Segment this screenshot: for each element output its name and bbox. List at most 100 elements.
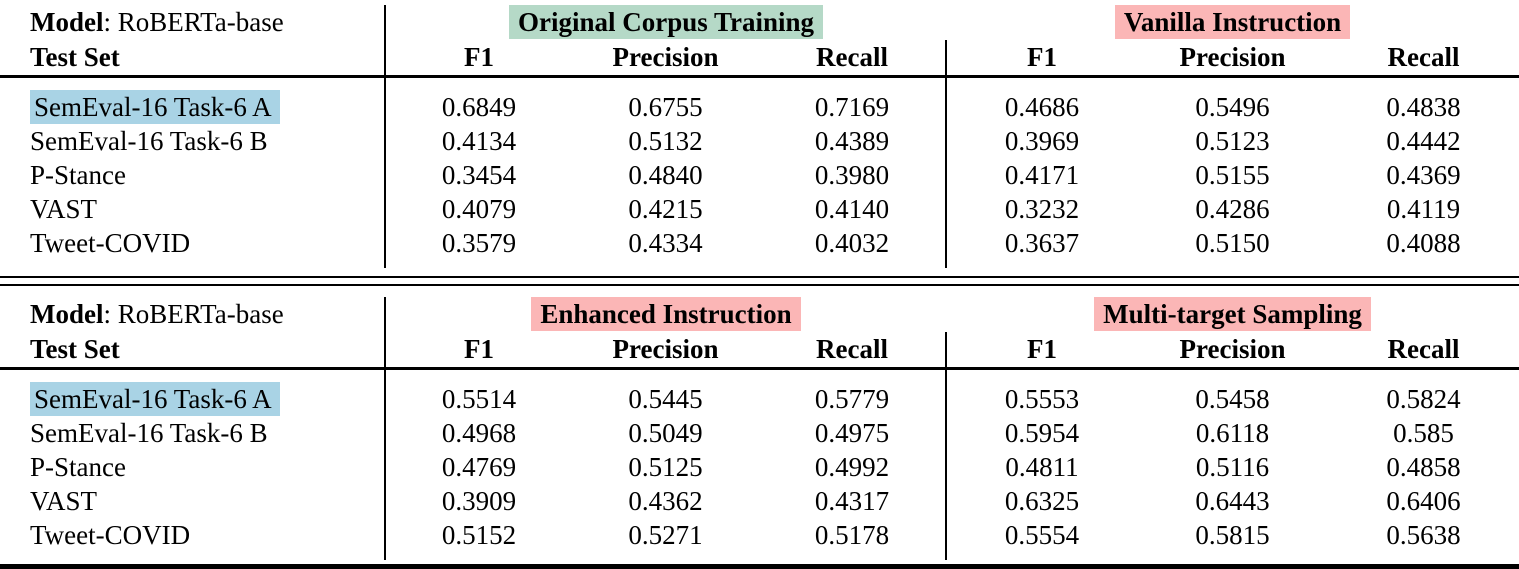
value-cell: 0.5049 bbox=[628, 417, 703, 448]
value-cell: 0.4769 bbox=[441, 451, 517, 482]
results-table-bottom: Model: RoBERTa-base Enhanced Instruction… bbox=[0, 297, 1519, 560]
group-title-cell: Enhanced Instruction bbox=[385, 297, 946, 332]
value-cell: 0.5496 bbox=[1195, 91, 1270, 122]
value-cell: 0.4119 bbox=[1386, 193, 1461, 224]
value-cell: 0.5155 bbox=[1195, 159, 1270, 190]
value-cell: 0.4992 bbox=[759, 450, 948, 484]
col-header-recall: Recall bbox=[759, 332, 948, 370]
group-title-cell: Multi-target Sampling bbox=[946, 297, 1519, 332]
col-header-precision: Precision bbox=[572, 332, 759, 370]
value-cell: 0.6325 bbox=[1004, 485, 1080, 516]
value-cell: 0.3980 bbox=[759, 158, 948, 192]
col-header-f1: F1 bbox=[385, 40, 572, 78]
value-cell: 0.5123 bbox=[1195, 125, 1270, 156]
value-cell: 0.585 bbox=[1393, 417, 1454, 448]
col-header-f1: F1 bbox=[385, 332, 572, 370]
value-cell: 0.4286 bbox=[1195, 193, 1270, 224]
value-cell: 0.5458 bbox=[1195, 383, 1270, 414]
table-row: SemEval-16 Task-6 B 0.4968 0.5049 0.4975… bbox=[0, 416, 1519, 450]
value-cell: 0.4369 bbox=[1386, 159, 1461, 190]
col-header-f1: F1 bbox=[946, 332, 1138, 370]
row-label: P-Stance bbox=[30, 159, 126, 190]
value-cell: 0.5132 bbox=[628, 125, 703, 156]
row-label-highlighted: SemEval-16 Task-6 A bbox=[30, 89, 280, 124]
group-title-original-corpus-training: Original Corpus Training bbox=[508, 5, 824, 39]
test-set-header-cell: Test Set bbox=[0, 40, 386, 78]
table-header-row-titles: Model: RoBERTa-base Enhanced Instruction… bbox=[0, 297, 1519, 332]
value-cell: 0.4686 bbox=[1004, 91, 1080, 122]
value-cell: 0.4088 bbox=[1386, 227, 1461, 258]
table-row: P-Stance 0.3454 0.4840 0.3980 0.4171 0.5… bbox=[0, 158, 1519, 192]
value-cell: 0.6755 bbox=[628, 91, 703, 122]
table-row: SemEval-16 Task-6 A 0.5514 0.5445 0.5779… bbox=[0, 368, 1519, 416]
row-label: Tweet-COVID bbox=[30, 519, 191, 550]
value-cell: 0.4442 bbox=[1386, 125, 1461, 156]
row-label: Tweet-COVID bbox=[30, 227, 191, 258]
group-title-cell: Original Corpus Training bbox=[385, 5, 946, 40]
row-label-cell: VAST bbox=[0, 192, 386, 226]
col-header-precision: Precision bbox=[1137, 40, 1329, 78]
model-header-cell: Model: RoBERTa-base bbox=[0, 5, 386, 40]
value-cell: 0.4134 bbox=[441, 125, 517, 156]
value-cell: 0.3579 bbox=[441, 227, 517, 258]
row-label: SemEval-16 Task-6 B bbox=[30, 125, 268, 156]
test-set-header-cell: Test Set bbox=[0, 332, 386, 370]
row-label-cell: SemEval-16 Task-6 A bbox=[0, 368, 386, 416]
value-cell: 0.6406 bbox=[1386, 485, 1461, 516]
value-cell: 0.6849 bbox=[441, 91, 517, 122]
value-cell: 0.4215 bbox=[628, 193, 703, 224]
table-row: Tweet-COVID 0.5152 0.5271 0.5178 0.5554 … bbox=[0, 518, 1519, 560]
value-cell: 0.5954 bbox=[1004, 417, 1080, 448]
value-cell: 0.4968 bbox=[441, 417, 517, 448]
model-value: : RoBERTa-base bbox=[103, 299, 284, 329]
value-cell: 0.5554 bbox=[1004, 519, 1080, 550]
table-row: VAST 0.4079 0.4215 0.4140 0.3232 0.4286 … bbox=[0, 192, 1519, 226]
group-title-vanilla-instruction: Vanilla Instruction bbox=[1114, 5, 1351, 39]
value-cell: 0.4171 bbox=[1004, 159, 1080, 190]
value-cell: 0.4389 bbox=[759, 124, 948, 158]
value-cell: 0.4032 bbox=[759, 226, 948, 268]
value-cell: 0.3232 bbox=[1004, 193, 1080, 224]
value-cell: 0.4317 bbox=[759, 484, 948, 518]
row-label-cell: P-Stance bbox=[0, 158, 386, 192]
value-cell: 0.5553 bbox=[1004, 383, 1080, 414]
group-title-enhanced-instruction: Enhanced Instruction bbox=[531, 297, 801, 331]
value-cell: 0.5638 bbox=[1386, 519, 1461, 550]
value-cell: 0.5150 bbox=[1195, 227, 1270, 258]
row-label-highlighted: SemEval-16 Task-6 A bbox=[30, 381, 280, 416]
model-value: : RoBERTa-base bbox=[103, 7, 284, 37]
value-cell: 0.4334 bbox=[628, 227, 703, 258]
value-cell: 0.4838 bbox=[1386, 91, 1461, 122]
value-cell: 0.5116 bbox=[1195, 451, 1270, 482]
table-row: P-Stance 0.4769 0.5125 0.4992 0.4811 0.5… bbox=[0, 450, 1519, 484]
value-cell: 0.5125 bbox=[628, 451, 703, 482]
col-header-precision: Precision bbox=[1137, 332, 1329, 370]
col-header-precision: Precision bbox=[572, 40, 759, 78]
col-header-recall: Recall bbox=[1328, 40, 1519, 78]
value-cell: 0.4858 bbox=[1386, 451, 1461, 482]
value-cell: 0.7169 bbox=[759, 76, 948, 124]
value-cell: 0.5514 bbox=[441, 383, 517, 414]
row-label-cell: Tweet-COVID bbox=[0, 518, 386, 560]
row-label-cell: VAST bbox=[0, 484, 386, 518]
value-cell: 0.6118 bbox=[1195, 417, 1270, 448]
group-title-multi-target-sampling: Multi-target Sampling bbox=[1094, 297, 1371, 331]
value-cell: 0.4079 bbox=[441, 193, 517, 224]
row-label: SemEval-16 Task-6 B bbox=[30, 417, 268, 448]
row-label: VAST bbox=[30, 485, 98, 516]
value-cell: 0.6443 bbox=[1195, 485, 1270, 516]
col-header-f1: F1 bbox=[946, 40, 1138, 78]
row-label-cell: SemEval-16 Task-6 A bbox=[0, 76, 386, 124]
value-cell: 0.5779 bbox=[759, 368, 948, 416]
row-label-cell: SemEval-16 Task-6 B bbox=[0, 416, 386, 450]
value-cell: 0.5824 bbox=[1386, 383, 1461, 414]
bottom-rule bbox=[0, 564, 1519, 569]
value-cell: 0.4840 bbox=[628, 159, 703, 190]
value-cell: 0.4975 bbox=[759, 416, 948, 450]
model-label: Model bbox=[30, 7, 104, 37]
table-header-row-columns: Test Set F1 Precision Recall F1 Precisio… bbox=[0, 332, 1519, 370]
table-row: Tweet-COVID 0.3579 0.4334 0.4032 0.3637 … bbox=[0, 226, 1519, 268]
col-header-recall: Recall bbox=[759, 40, 948, 78]
value-cell: 0.5178 bbox=[759, 518, 948, 560]
